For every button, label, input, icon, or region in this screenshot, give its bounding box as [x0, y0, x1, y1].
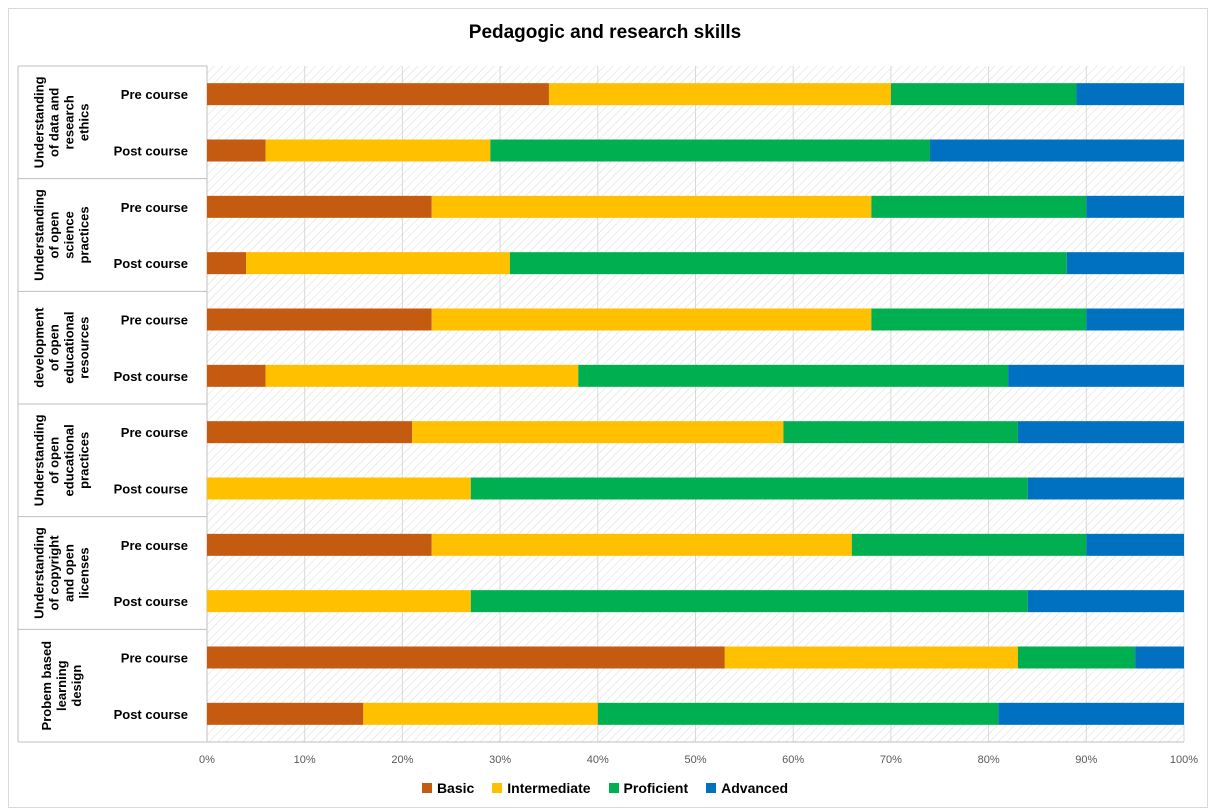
bar-advanced [1135, 646, 1184, 669]
legend-swatch [608, 783, 619, 793]
bar-intermediate [431, 308, 872, 331]
bar-basic [207, 83, 549, 106]
bar-basic [207, 195, 432, 218]
bar-intermediate [207, 477, 471, 500]
x-tick-label: 70% [880, 754, 902, 766]
bar-intermediate [431, 533, 852, 556]
bar-advanced [1076, 83, 1184, 106]
bar-proficient [470, 590, 1028, 613]
bar-basic [207, 308, 432, 331]
row-label: Post course [114, 369, 188, 384]
legend-swatch [706, 783, 717, 793]
group-label: Understandingof data andresearchethics [32, 76, 92, 168]
x-tick-label: 10% [294, 754, 316, 766]
chart-legend: Basic Intermediate Proficient Advanced [0, 780, 1210, 796]
x-tick-label: 60% [782, 754, 804, 766]
group-label: developmentof openeducationalresources [32, 307, 92, 388]
bar-intermediate [724, 646, 1018, 669]
x-tick-label: 90% [1075, 754, 1097, 766]
bar-intermediate [363, 702, 598, 725]
x-tick-label: 50% [684, 754, 706, 766]
bar-advanced [1027, 590, 1184, 613]
bar-advanced [1017, 421, 1184, 444]
bar-advanced [929, 139, 1184, 162]
bar-advanced [1086, 308, 1184, 331]
bar-proficient [509, 252, 1067, 275]
row-label: Pre course [121, 200, 188, 215]
bar-proficient [871, 308, 1087, 331]
x-tick-label: 100% [1170, 754, 1198, 766]
bar-intermediate [265, 364, 579, 387]
bar-proficient [490, 139, 930, 162]
row-label: Pre course [121, 651, 188, 666]
legend-item-advanced: Advanced [706, 780, 788, 796]
bar-advanced [1066, 252, 1184, 275]
chart-frame [8, 8, 1208, 808]
bar-proficient [597, 702, 999, 725]
chart-title: Pedagogic and research skills [468, 22, 742, 43]
bar-proficient [783, 421, 1018, 444]
bar-advanced [1086, 533, 1184, 556]
bar-basic [207, 421, 413, 444]
bar-intermediate [431, 195, 872, 218]
bar-proficient [578, 364, 1009, 387]
bar-advanced [1027, 477, 1184, 500]
group-label: Understandingof opensciencepractices [32, 189, 92, 281]
legend-label: Proficient [623, 780, 689, 796]
legend-swatch [421, 783, 432, 793]
row-label: Pre course [121, 313, 188, 328]
bar-proficient [890, 83, 1077, 106]
legend-label: Advanced [721, 780, 789, 796]
row-label: Post course [114, 144, 188, 159]
group-label: Probem basedlearningdesign [39, 641, 84, 731]
bar-basic [207, 646, 725, 669]
bar-intermediate [548, 83, 891, 106]
bar-basic [207, 139, 266, 162]
row-label: Post course [114, 256, 188, 271]
row-label: Post course [114, 482, 188, 497]
bar-proficient [851, 533, 1087, 556]
row-label: Pre course [121, 87, 188, 102]
x-tick-label: 20% [391, 754, 413, 766]
group-label: Understandingof copyrightand openlicense… [32, 527, 92, 619]
bar-basic [207, 364, 266, 387]
row-label: Pre course [121, 538, 188, 553]
row-label: Post course [114, 707, 188, 722]
x-tick-label: 80% [978, 754, 1000, 766]
bar-intermediate [207, 590, 471, 613]
x-tick-label: 30% [489, 754, 511, 766]
bar-intermediate [412, 421, 784, 444]
bar-basic [207, 533, 432, 556]
row-label: Post course [114, 594, 188, 609]
bar-advanced [1008, 364, 1184, 387]
bar-basic [207, 252, 247, 275]
legend-item-intermediate: Intermediate [492, 780, 591, 796]
x-tick-label: 0% [199, 754, 215, 766]
legend-item-basic: Basic [421, 780, 475, 796]
legend-label: Intermediate [507, 780, 591, 796]
bar-advanced [998, 702, 1184, 725]
legend-item-proficient: Proficient [608, 780, 689, 796]
legend-swatch [492, 783, 503, 793]
bar-basic [207, 702, 364, 725]
bar-proficient [470, 477, 1028, 500]
bar-advanced [1086, 195, 1184, 218]
group-label: Understandingof openeducationalpractices [32, 414, 92, 506]
bar-intermediate [246, 252, 510, 275]
bar-proficient [871, 195, 1087, 218]
bar-proficient [1017, 646, 1136, 669]
bar-intermediate [265, 139, 491, 162]
legend-label: Basic [436, 780, 475, 796]
row-label: Pre course [121, 425, 188, 440]
x-tick-label: 40% [587, 754, 609, 766]
